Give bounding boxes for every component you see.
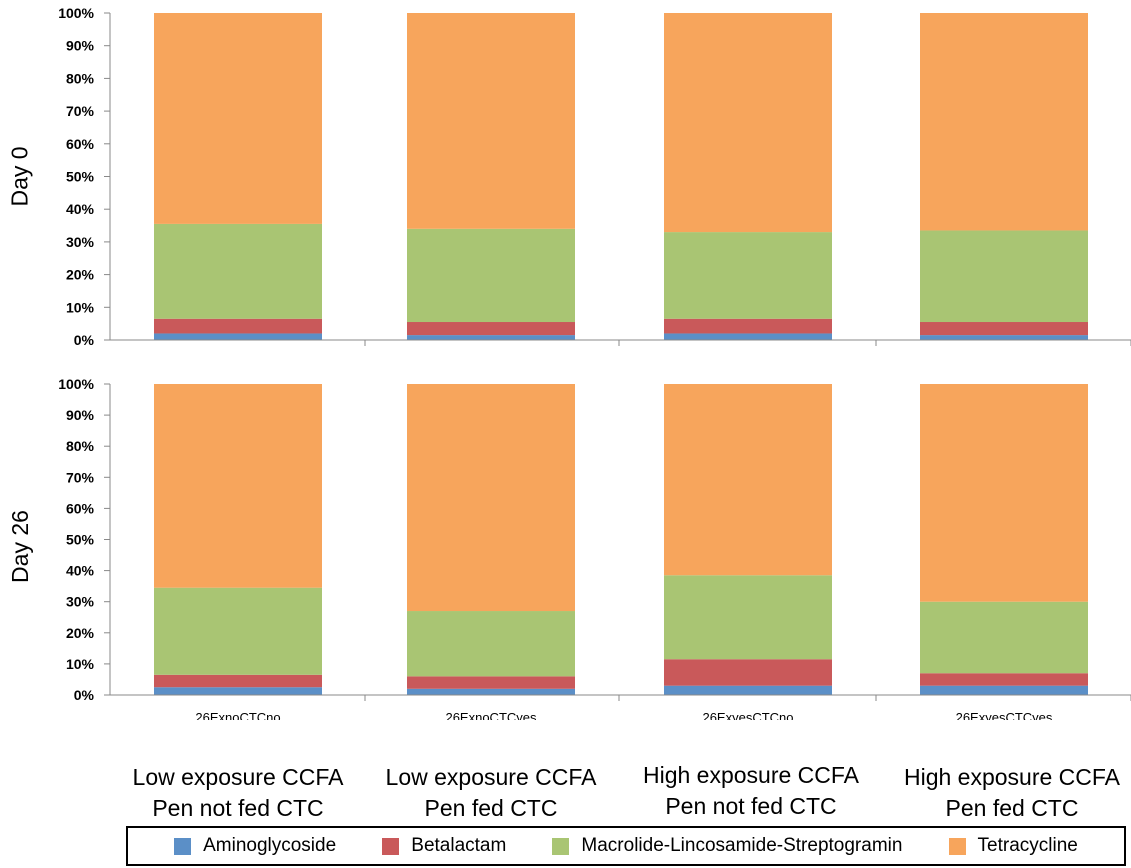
bar-segment-macrolide (154, 223, 322, 319)
bar-segment-tetracycline (407, 13, 575, 229)
bar-segment-aminoglycoside (664, 685, 832, 695)
bar-segment-aminoglycoside (407, 688, 575, 695)
y-tick-label: 50% (66, 169, 95, 185)
group-label-1: Low exposure CCFA Pen not fed CTC (118, 762, 358, 824)
y-tick-label: 70% (66, 103, 95, 119)
bar-segment-tetracycline (154, 13, 322, 224)
group-label-line1: Low exposure CCFA (385, 764, 597, 790)
y-tick-label: 0% (74, 687, 95, 703)
y-tick-label: 50% (66, 532, 95, 548)
bar-segment-aminoglycoside (920, 685, 1088, 695)
bar-segment-macrolide (920, 601, 1088, 674)
bar-segment-betalactam (664, 318, 832, 334)
bar-segment-betalactam (407, 322, 575, 336)
bar-segment-betalactam (407, 676, 575, 689)
y-tick-label: 100% (58, 376, 94, 392)
y-tick-label: 30% (66, 234, 95, 250)
legend-item-betalactam: Betalactam (382, 835, 506, 857)
legend-label: Tetracycline (977, 835, 1078, 856)
panel-title-day26-text: Day 26 (6, 509, 33, 583)
bar-segment-macrolide (920, 230, 1088, 323)
x-category-label: 26ExyesCTCyes (956, 710, 1053, 720)
y-tick-label: 20% (66, 625, 95, 641)
bar-segment-betalactam (154, 674, 322, 688)
panel-title-day0: Day 0 (0, 146, 40, 206)
y-tick-label: 20% (66, 267, 95, 283)
bar-segment-aminoglycoside (407, 335, 575, 340)
bar-segment-aminoglycoside (154, 333, 322, 340)
legend-label: Macrolide-Lincosamide-Streptogramin (581, 835, 903, 856)
bar-segment-tetracycline (664, 384, 832, 576)
bar-segment-tetracycline (407, 384, 575, 612)
y-tick-label: 30% (66, 594, 95, 610)
y-tick-label: 70% (66, 469, 95, 485)
bar-segment-macrolide (664, 232, 832, 319)
legend-swatch (948, 837, 966, 855)
group-label-line1: High exposure CCFA (642, 762, 860, 788)
y-tick-label: 40% (66, 201, 95, 217)
bar-segment-tetracycline (920, 13, 1088, 231)
legend-swatch (382, 837, 400, 855)
y-tick-label: 60% (66, 136, 95, 152)
bar-segment-betalactam (154, 318, 322, 334)
legend-label: Aminoglycoside (203, 835, 337, 856)
group-label-line1: High exposure CCFA (903, 764, 1121, 790)
bar-segment-aminoglycoside (664, 333, 832, 340)
y-tick-label: 0% (74, 332, 95, 348)
y-tick-label: 80% (66, 438, 95, 454)
group-label-4: High exposure CCFA Pen fed CTC (892, 762, 1131, 824)
y-tick-label: 10% (66, 299, 95, 315)
group-label-3: High exposure CCFA Pen not fed CTC (631, 760, 871, 822)
y-tick-label: 90% (66, 407, 95, 423)
group-label-line2: Pen not fed CTC (665, 793, 837, 819)
x-category-label: 26ExyesCTCno (702, 710, 793, 720)
legend-item-tetracycline: Tetracycline (948, 835, 1078, 857)
bar-segment-macrolide (154, 587, 322, 675)
x-category-label: 26ExnoCTCyes (445, 710, 537, 720)
y-tick-label: 100% (58, 5, 94, 21)
bar-segment-betalactam (920, 673, 1088, 686)
y-tick-label: 10% (66, 656, 95, 672)
bar-segment-betalactam (664, 659, 832, 686)
bar-segment-tetracycline (154, 384, 322, 588)
x-category-label: 26ExnoCTCno (195, 710, 280, 720)
bar-segment-aminoglycoside (920, 335, 1088, 340)
group-label-line2: Pen fed CTC (424, 795, 558, 821)
bar-segment-macrolide (664, 575, 832, 660)
y-tick-label: 60% (66, 500, 95, 516)
legend-swatch (174, 837, 192, 855)
legend-label: Betalactam (411, 835, 507, 856)
bar-segment-macrolide (407, 228, 575, 323)
legend: Aminoglycoside Betalactam Macrolide-Linc… (126, 826, 1126, 866)
bar-segment-betalactam (920, 322, 1088, 336)
panel-title-day0-text: Day 0 (6, 145, 33, 207)
group-label-line1: Low exposure CCFA (132, 764, 344, 790)
y-tick-label: 80% (66, 70, 95, 86)
stacked-bar-chart: 0% 10% 20% 30% 40% 50% 60% 70% 80% 90% 100% 0% 10% 20… (58, 5, 1131, 720)
bar-segment-tetracycline (664, 13, 832, 233)
y-tick-label: 40% (66, 563, 95, 579)
group-label-2: Low exposure CCFA Pen fed CTC (371, 762, 611, 824)
legend-item-aminoglycoside: Aminoglycoside (174, 835, 336, 857)
bar-segment-macrolide (407, 611, 575, 677)
panel-title-day26: Day 26 (0, 510, 40, 583)
group-label-line2: Pen fed CTC (945, 795, 1079, 821)
bar-segment-tetracycline (920, 384, 1088, 602)
legend-swatch (552, 837, 570, 855)
y-tick-label: 90% (66, 38, 95, 54)
bar-segment-aminoglycoside (154, 687, 322, 695)
legend-item-mls: Macrolide-Lincosamide-Streptogramin (552, 835, 902, 857)
group-label-line2: Pen not fed CTC (152, 795, 324, 821)
